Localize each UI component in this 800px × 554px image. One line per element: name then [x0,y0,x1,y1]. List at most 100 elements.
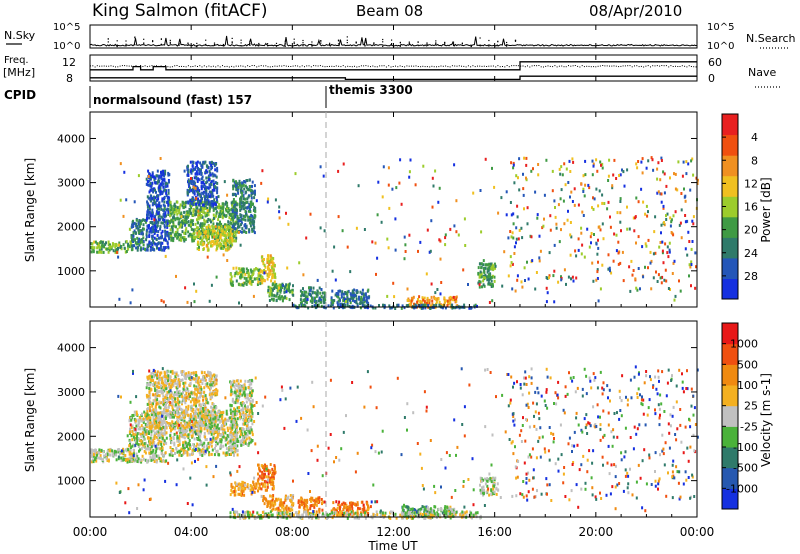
power-cell [151,173,154,177]
power-cell [244,180,247,184]
power-cell [303,294,306,297]
velocity-cell [178,407,181,411]
power-cell [219,242,222,246]
velocity-cell [143,427,146,431]
power-cell [163,248,166,252]
power-cell [184,232,187,235]
velocity-cell [166,393,168,397]
power-cell [205,229,207,233]
power-cell [449,295,452,299]
velocity-cell [199,395,201,399]
power-cell [303,290,306,294]
power-cell [215,214,217,218]
nave-dot [379,65,381,67]
power-cell [136,224,139,228]
power-cell [248,278,251,282]
power-scatter-cell [680,208,683,212]
velocity-cell [162,453,165,457]
power-scatter-cell [570,190,573,194]
power-scatter-cell [626,168,629,172]
velocity-cell [172,395,175,399]
velocity-cell [106,450,109,454]
power-cell [212,205,215,209]
power-cell [111,244,114,248]
power-cell [166,233,169,237]
nsearch-point [488,45,490,47]
power-scatter-cell [665,279,668,283]
velocity-cell [132,432,135,436]
power-cell [480,275,483,279]
velocity-cell [141,443,144,447]
power-cell [96,242,99,246]
power-scatter-cell [637,160,640,163]
power-scatter-cell [672,233,675,237]
velocity-cell [155,409,158,413]
power-cell [205,213,208,217]
power-scatter-cell [600,163,602,167]
power-cell [394,307,397,310]
nave-dot [677,66,679,67]
power-cell [177,209,180,212]
velocity-cell [180,407,182,411]
nave-dot [613,65,615,67]
power-cell [210,190,213,194]
power-cell [248,178,251,182]
nave-dot [690,66,692,67]
power-cell [183,210,186,214]
velocity-cell [129,451,132,455]
nave-dot [263,65,264,67]
velocity-cell [184,381,187,385]
power-cell [178,238,181,242]
power-scatter-cell [684,199,687,203]
nave-dot [413,65,415,67]
power-cell [170,238,173,242]
power-cell [356,290,359,294]
power-scatter-cell [437,200,440,204]
power-cell [318,299,320,303]
power-cell [140,238,143,242]
power-cell [194,222,197,226]
power-cell [167,208,170,212]
power-cell [476,304,478,308]
power-cell [239,188,242,192]
power-cell [280,288,283,292]
nave-dot [206,66,208,68]
power-cell [209,171,212,175]
power-scatter-cell [581,210,584,214]
velocity-cell [145,432,148,436]
power-scatter-cell [512,222,515,226]
velocity-cell [193,398,196,402]
velocity-cell [164,432,167,436]
power-cell [235,209,238,212]
power-scatter-cell [647,238,650,242]
power-cell [215,175,218,179]
velocity-cell [197,408,200,412]
velocity-cell [181,400,183,404]
nsearch-point [337,43,340,45]
velocity-cell [167,423,170,427]
power-cell [238,283,241,287]
power-cell [178,225,181,229]
power-scatter-cell [522,172,524,176]
nave-dot [458,65,460,67]
velocity-cell [134,433,137,436]
power-scatter-cell [609,225,612,229]
power-cell [92,250,95,254]
velocity-cell [163,409,165,413]
power-cell [489,276,492,280]
velocity-cell [128,430,131,434]
power-scatter-cell [493,185,496,189]
nsearch-point [107,38,109,40]
velocity-cell [124,448,127,452]
velocity-cell [168,382,171,386]
power-cell [444,306,447,310]
power-cell [163,200,166,204]
power-cell [170,212,173,216]
nsearch-point [435,42,437,44]
power-scatter-cell [216,222,219,226]
power-scatter-cell [479,189,482,192]
power-cell [164,238,167,242]
velocity-cell [210,377,213,381]
velocity-cell [195,407,198,411]
